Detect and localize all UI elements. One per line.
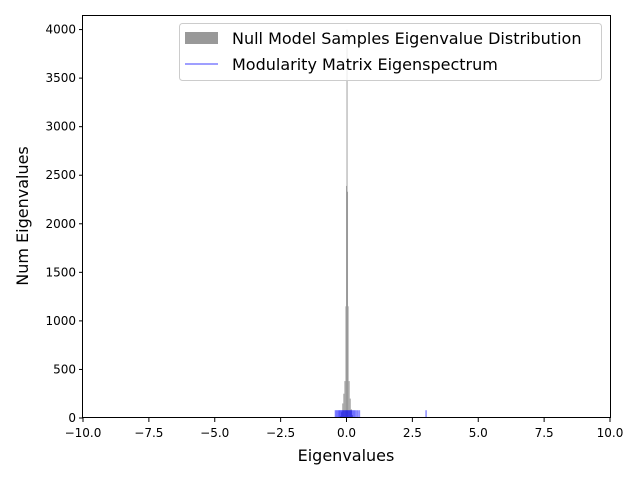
histogram-bar [351,415,353,418]
histogram-bar [341,412,343,418]
spectrum-lines [334,410,427,418]
x-tick-label: −2.5 [266,426,295,440]
histogram-bar [346,185,347,418]
x-tick-label: −5.0 [200,426,229,440]
y-tick-label: 3000 [45,120,76,134]
y-tick-label: 4000 [45,23,76,37]
y-tick-label: 500 [53,362,76,376]
legend-label-spectrum: Modularity Matrix Eigenspectrum [232,55,498,74]
y-tick-label: 3500 [45,71,76,85]
x-tick-label: 0.0 [337,426,356,440]
histogram-bar [346,29,348,419]
legend-label-histogram: Null Model Samples Eigenvalue Distributi… [232,29,581,48]
histogram-bar [345,306,347,418]
histogram-bar [347,306,349,418]
y-tick-label: 1000 [45,314,76,328]
y-axis-ticks: 0 500 1000 1500 2000 2500 3000 3500 4000 [45,23,83,425]
y-tick-label: 2500 [45,168,76,182]
x-tick-label: −7.5 [134,426,163,440]
histogram-bar [342,403,344,418]
histogram-bar [349,398,351,418]
histogram-bar [344,381,346,418]
legend-box [179,23,602,81]
x-axis-ticks: −10.0 −7.5 −5.0 −2.5 0.0 2.5 5.0 7.5 10.0 [65,418,624,440]
x-tick-label: 5.0 [469,426,488,440]
y-tick-label: 2000 [45,217,76,231]
x-axis-label: Eigenvalues [298,446,395,465]
x-tick-label: 10.0 [597,426,624,440]
plot-frame [82,15,611,418]
legend-swatch-histogram [185,32,218,44]
histogram-bar [343,393,345,418]
y-axis-label: Num Eigenvalues [13,146,32,286]
y-tick-label: 0 [68,411,76,425]
x-tick-label: −10.0 [65,426,102,440]
y-tick-label: 1500 [45,265,76,279]
histogram-bar [347,191,349,418]
histogram-bars [340,29,353,419]
x-tick-label: 7.5 [535,426,554,440]
legend: Null Model Samples Eigenvalue Distributi… [179,23,602,81]
histogram-bar [350,409,352,418]
histogram-bar [348,381,350,418]
x-tick-label: 2.5 [403,426,422,440]
